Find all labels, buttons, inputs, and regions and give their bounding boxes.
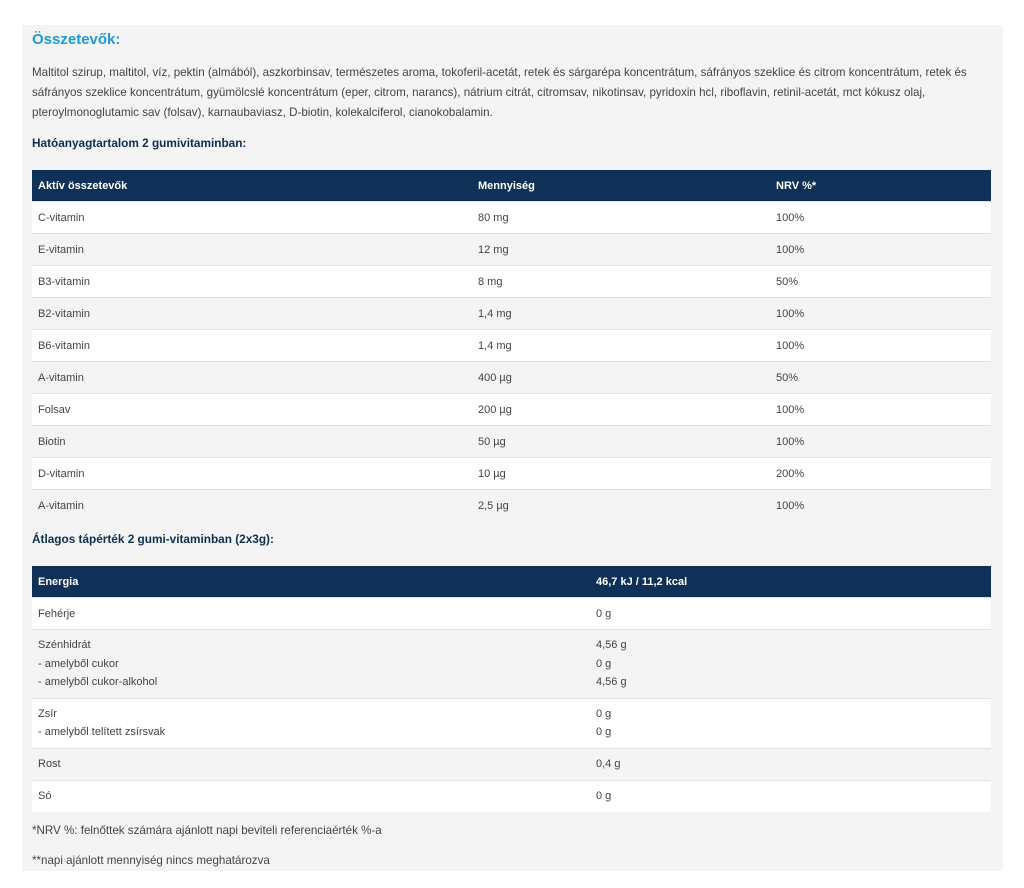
table-cell: 0 g (590, 779, 991, 812)
table-cell: 0 g 0 g (590, 697, 991, 748)
table-cell: 2,5 µg (472, 489, 770, 521)
table-cell: Fehérje (32, 597, 590, 630)
table-cell: 100% (770, 329, 991, 362)
table-cell: B2-vitamin (32, 297, 472, 330)
nrv-footnote: *NRV %: felnőttek számára ajánlott napi … (32, 824, 382, 837)
table-cell: 100% (770, 233, 991, 266)
nutrient-label: Rost (38, 758, 61, 770)
nutrient-label: - amelyből cukor-alkohol (38, 676, 158, 688)
nutrient-value: 0 g (596, 607, 612, 620)
ingredients-title: Összetevők: (32, 31, 121, 48)
nutrient-value: 0 g (596, 726, 612, 738)
table-cell: 50 µg (472, 425, 770, 458)
table-row: Só 0 g (32, 779, 991, 812)
table-row: A-vitamin 2,5 µg 100% (32, 489, 991, 521)
table-cell: B6-vitamin (32, 329, 472, 362)
product-info-panel: Összetevők: Maltitol szirup, maltitol, v… (22, 25, 1003, 871)
table-cell: 400 µg (472, 361, 770, 394)
table-cell: 50% (770, 361, 991, 394)
table-cell: E-vitamin (32, 233, 472, 266)
table-row: D-vitamin 10 µg 200% (32, 457, 991, 490)
table-cell: Rost (32, 747, 590, 780)
col-header: NRV %* (770, 170, 991, 202)
nutrient-label: Só (38, 790, 52, 802)
table-cell: Folsav (32, 393, 472, 426)
table-cell: D-vitamin (32, 457, 472, 490)
table-cell: 50% (770, 265, 991, 298)
table-row: B2-vitamin 1,4 mg 100% (32, 297, 991, 330)
table-row: Zsír - amelyből telített zsírsvak 0 g 0 g (32, 697, 991, 748)
nutrient-value: 4,56 g (596, 676, 627, 688)
table-row: Folsav 200 µg 100% (32, 393, 991, 426)
nutrient-label: Szénhidrát (38, 639, 91, 651)
table-cell: 4,56 g 0 g 4,56 g (590, 629, 991, 698)
table-cell: 10 µg (472, 457, 770, 490)
nutrition-heading: Átlagos tápérték 2 gumi-vitaminban (2x3g… (32, 532, 274, 546)
table-row: B3-vitamin 8 mg 50% (32, 265, 991, 298)
daily-footnote: **napi ajánlott mennyiség nincs meghatár… (32, 854, 270, 867)
active-ingredients-table: Aktív összetevők Mennyiség NRV %* C-vita… (32, 170, 991, 521)
table-row: Szénhidrát - amelyből cukor - amelyből cuk… (32, 629, 991, 698)
table-cell: 100% (770, 489, 991, 521)
nutrient-value: 4,56 g (596, 639, 627, 651)
table-cell: 200% (770, 457, 991, 490)
table-row: C-vitamin 80 mg 100% (32, 201, 991, 234)
nutrient-value: 0 g (596, 790, 612, 802)
col-header: Mennyiség (472, 170, 770, 202)
nutrient-value: 0 g (596, 657, 612, 670)
table-cell: B3-vitamin (32, 265, 472, 298)
table-cell: Szénhidrát - amelyből cukor - amelyből cuk… (32, 629, 590, 698)
table-cell: 0,4 g (590, 747, 991, 780)
table-row: A-vitamin 400 µg 50% (32, 361, 991, 394)
col-header: Energia (32, 566, 590, 598)
table-cell: 1,4 mg (472, 329, 770, 362)
table-row: Fehérje 0 g (32, 597, 991, 630)
active-heading: Hatóanyagtartalom 2 gumivitaminban: (32, 136, 247, 150)
col-header: Aktív összetevők (32, 170, 472, 202)
table-cell: 100% (770, 425, 991, 458)
nutrient-label: Zsír (38, 707, 57, 720)
table-header: Aktív összetevők Mennyiség NRV %* (32, 170, 991, 202)
table-cell: 200 µg (472, 393, 770, 426)
table-row: B6-vitamin 1,4 mg 100% (32, 329, 991, 362)
table-row: E-vitamin 12 mg 100% (32, 233, 991, 266)
table-cell: Zsír - amelyből telített zsírsvak (32, 697, 590, 748)
nutrient-label: Fehérje (38, 607, 76, 620)
nutrition-table: Energia 46,7 kJ / 11,2 kcal Fehérje 0 g Sz… (32, 566, 991, 812)
table-cell: 0 g (590, 597, 991, 630)
table-cell: 100% (770, 393, 991, 426)
table-cell: A-vitamin (32, 361, 472, 394)
table-cell: 100% (770, 297, 991, 330)
col-header: 46,7 kJ / 11,2 kcal (590, 566, 991, 598)
table-cell: Biotin (32, 425, 472, 458)
table-cell: 12 mg (472, 233, 770, 266)
table-cell: 1,4 mg (472, 297, 770, 330)
nutrient-label: - amelyből telített zsírsvak (38, 726, 166, 738)
nutrient-value: 0,4 g (596, 758, 621, 770)
nutrient-value: 0 g (596, 707, 612, 720)
table-cell: C-vitamin (32, 201, 472, 234)
nutrient-label: - amelyből cukor (38, 657, 119, 670)
table-cell: 100% (770, 201, 991, 234)
table-cell: A-vitamin (32, 489, 472, 521)
table-cell: Só (32, 779, 590, 812)
ingredients-text: Maltitol szirup, maltitol, víz, pektin (… (32, 66, 967, 119)
table-row: Biotin 50 µg 100% (32, 425, 991, 458)
table-row: Rost 0,4 g (32, 747, 991, 780)
table-cell: 80 mg (472, 201, 770, 234)
table-header: Energia 46,7 kJ / 11,2 kcal (32, 566, 991, 598)
table-cell: 8 mg (472, 265, 770, 298)
